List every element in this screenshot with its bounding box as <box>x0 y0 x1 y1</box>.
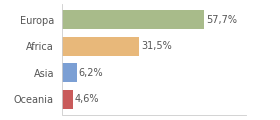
Text: 57,7%: 57,7% <box>206 15 237 25</box>
Bar <box>62 10 204 29</box>
Bar <box>62 37 139 56</box>
Text: 4,6%: 4,6% <box>75 94 99 104</box>
Text: 6,2%: 6,2% <box>79 68 104 78</box>
Bar <box>62 90 73 109</box>
Bar <box>62 63 77 82</box>
Text: 31,5%: 31,5% <box>141 41 172 51</box>
